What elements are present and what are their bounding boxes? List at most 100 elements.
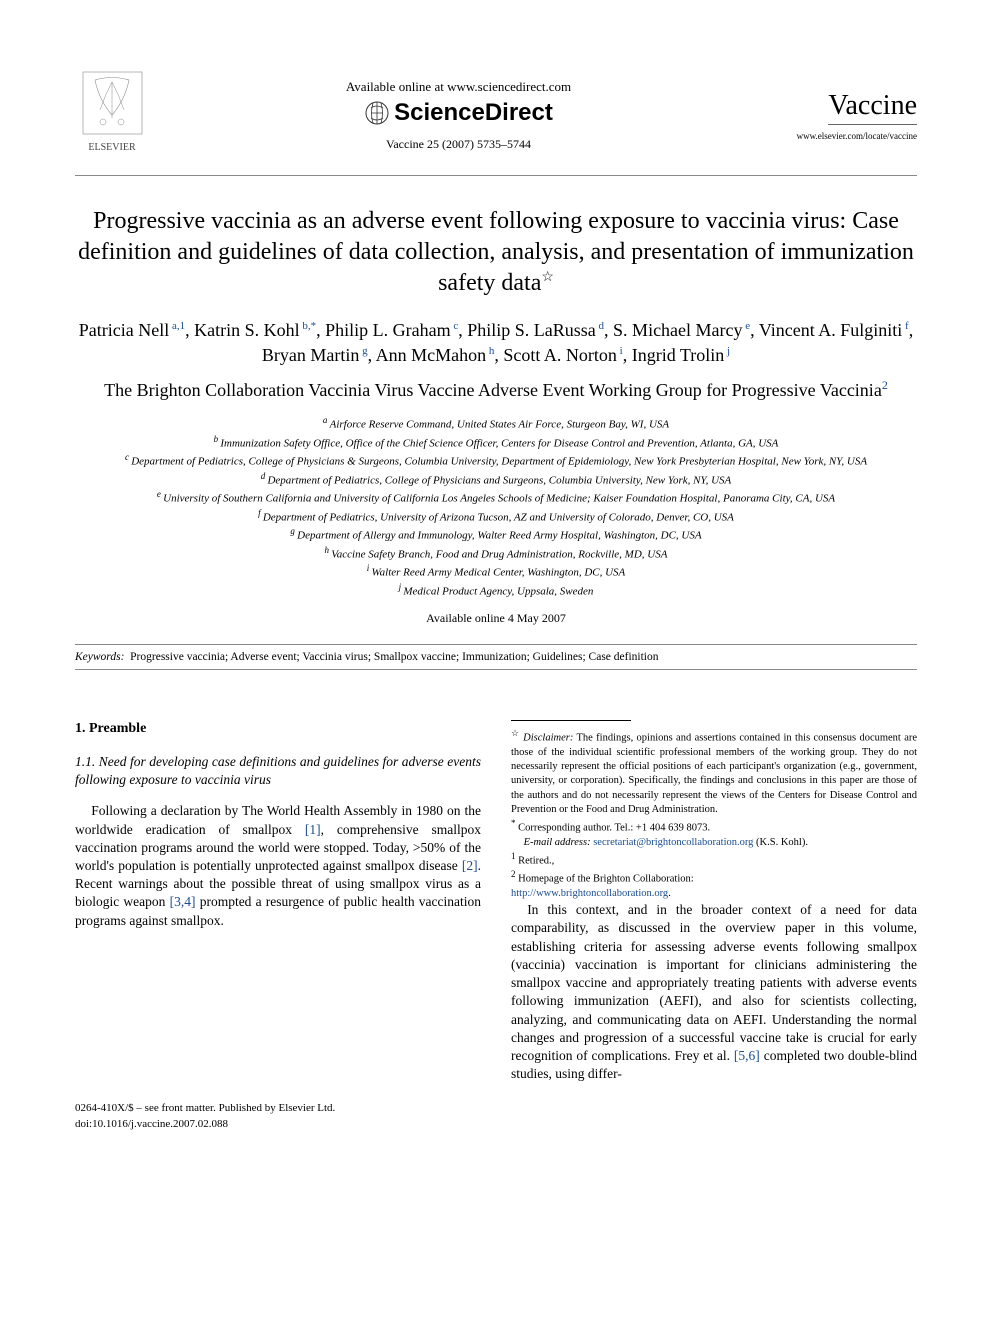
- affiliation-line: d Department of Pediatrics, College of P…: [75, 470, 917, 489]
- citation-1[interactable]: [1]: [305, 822, 321, 837]
- affiliation-line: e University of Southern California and …: [75, 488, 917, 507]
- author-name: Vincent A. Fulginiti: [759, 320, 902, 340]
- author-name: Ingrid Trolin: [632, 345, 725, 365]
- sciencedirect-text: ScienceDirect: [394, 99, 553, 127]
- footnote-email: E-mail address: secretariat@brightoncoll…: [511, 836, 917, 850]
- author-affiliation-sup: e: [743, 320, 751, 332]
- journal-name: Vaccine: [828, 90, 917, 125]
- para2-part-a: In this context, and in the broader cont…: [511, 902, 917, 1063]
- author-affiliation-sup: h: [486, 345, 494, 357]
- footnote-2-url: http://www.brightoncollaboration.org.: [511, 887, 917, 901]
- affiliation-text: Department of Pediatrics, College of Phy…: [267, 474, 731, 486]
- fn1-text: Retired.,: [516, 855, 555, 866]
- affiliation-text: Immunization Safety Office, Office of th…: [220, 437, 778, 449]
- author-affiliation-sup: b,*: [300, 320, 317, 332]
- email-person: (K.S. Kohl).: [753, 837, 808, 848]
- brighton-url[interactable]: http://www.brightoncollaboration.org: [511, 888, 668, 899]
- email-address[interactable]: secretariat@brightoncollaboration.org: [593, 837, 753, 848]
- header-divider: [75, 175, 917, 176]
- keywords-line: Keywords: Progressive vaccinia; Adverse …: [75, 651, 917, 663]
- sciencedirect-icon: [364, 100, 390, 126]
- disclaimer-label: Disclaimer:: [523, 733, 573, 744]
- article-title: Progressive vaccinia as an adverse event…: [75, 206, 917, 300]
- journal-logo-block: Vaccine www.elsevier.com/locate/vaccine: [767, 90, 917, 141]
- keywords-label: Keywords:: [75, 651, 124, 663]
- footnotes-divider: [511, 720, 631, 721]
- footnote-1: 1 Retired.,: [511, 850, 917, 869]
- page-header: ELSEVIER Available online at www.science…: [75, 70, 917, 160]
- affiliation-line: f Department of Pediatrics, University o…: [75, 507, 917, 526]
- page-footer: 0264-410X/$ – see front matter. Publishe…: [75, 1101, 917, 1132]
- affiliation-text: Medical Product Agency, Uppsala, Sweden: [403, 585, 593, 597]
- working-group: The Brighton Collaboration Vaccinia Viru…: [75, 378, 917, 402]
- author-list: Patricia Nell a,1, Katrin S. Kohl b,*, P…: [75, 318, 917, 368]
- available-online-date: Available online 4 May 2007: [75, 611, 917, 626]
- fn2-text: Homepage of the Brighton Collaboration:: [516, 874, 694, 885]
- author-name: Bryan Martin: [262, 345, 359, 365]
- author-affiliation-sup: j: [724, 345, 730, 357]
- affiliation-text: Department of Pediatrics, College of Phy…: [131, 456, 867, 468]
- affiliation-line: j Medical Product Agency, Uppsala, Swede…: [75, 581, 917, 600]
- affiliation-line: i Walter Reed Army Medical Center, Washi…: [75, 562, 917, 581]
- citation-5-6[interactable]: [5,6]: [734, 1048, 760, 1063]
- corr-text: Corresponding author. Tel.: +1 404 639 8…: [516, 822, 711, 833]
- paragraph-2: In this context, and in the broader cont…: [511, 901, 917, 1083]
- journal-reference: Vaccine 25 (2007) 5735–5744: [150, 137, 767, 152]
- affiliation-line: a Airforce Reserve Command, United State…: [75, 414, 917, 433]
- available-online-text: Available online at www.sciencedirect.co…: [150, 79, 767, 95]
- journal-url: www.elsevier.com/locate/vaccine: [767, 131, 917, 141]
- section-1-heading: 1. Preamble: [75, 720, 481, 739]
- affiliation-text: Walter Reed Army Medical Center, Washing…: [371, 567, 625, 579]
- author-affiliation-sup: d: [596, 320, 604, 332]
- title-footnote-star: ☆: [541, 270, 554, 285]
- citation-2[interactable]: [2]: [462, 858, 478, 873]
- footnotes-block: ☆ Disclaimer: The findings, opinions and…: [511, 727, 917, 901]
- elsevier-logo: ELSEVIER: [75, 70, 150, 160]
- author-name: Ann McMahon: [376, 345, 487, 365]
- footer-copyright: 0264-410X/$ – see front matter. Publishe…: [75, 1101, 917, 1116]
- affiliations: a Airforce Reserve Command, United State…: [75, 414, 917, 599]
- citation-3-4[interactable]: [3,4]: [170, 894, 196, 909]
- author-name: Philip S. LaRussa: [467, 320, 596, 340]
- keywords-top-rule: [75, 644, 917, 645]
- author-affiliation-sup: a,1: [169, 320, 185, 332]
- affiliation-text: University of Southern California and Un…: [163, 493, 835, 505]
- affiliation-text: Airforce Reserve Command, United States …: [330, 419, 670, 431]
- keywords-value: Progressive vaccinia; Adverse event; Vac…: [130, 651, 658, 663]
- affiliation-text: Vaccine Safety Branch, Food and Drug Adm…: [331, 548, 667, 560]
- email-label: E-mail address:: [524, 837, 591, 848]
- paragraph-1: Following a declaration by The World Hea…: [75, 802, 481, 930]
- author-name: Patricia Nell: [79, 320, 169, 340]
- affiliation-line: b Immunization Safety Office, Office of …: [75, 433, 917, 452]
- affiliation-line: g Department of Allergy and Immunology, …: [75, 525, 917, 544]
- author-name: S. Michael Marcy: [613, 320, 742, 340]
- elsevier-label-text: ELSEVIER: [88, 142, 136, 153]
- center-header: Available online at www.sciencedirect.co…: [150, 79, 767, 152]
- working-group-sup: 2: [882, 378, 888, 392]
- author-name: Katrin S. Kohl: [194, 320, 300, 340]
- footnote-2: 2 Homepage of the Brighton Collaboration…: [511, 868, 917, 887]
- keywords-bottom-rule: [75, 669, 917, 670]
- working-group-text: The Brighton Collaboration Vaccinia Viru…: [104, 380, 882, 400]
- affiliation-line: h Vaccine Safety Branch, Food and Drug A…: [75, 544, 917, 563]
- footnote-disclaimer: ☆ Disclaimer: The findings, opinions and…: [511, 727, 917, 817]
- section-1-1-heading: 1.1. Need for developing case definition…: [75, 753, 481, 788]
- author-affiliation-sup: g: [359, 345, 367, 357]
- disclaimer-star: ☆: [511, 728, 520, 738]
- author-affiliation-sup: i: [617, 345, 623, 357]
- author-affiliation-sup: f: [902, 320, 908, 332]
- footnote-corresponding: * Corresponding author. Tel.: +1 404 639…: [511, 817, 917, 836]
- article-body: 1. Preamble 1.1. Need for developing cas…: [75, 720, 917, 1083]
- affiliation-line: c Department of Pediatrics, College of P…: [75, 451, 917, 470]
- author-name: Scott A. Norton: [503, 345, 617, 365]
- title-text: Progressive vaccinia as an adverse event…: [78, 208, 914, 296]
- affiliation-text: Department of Allergy and Immunology, Wa…: [297, 530, 701, 542]
- footer-doi: doi:10.1016/j.vaccine.2007.02.088: [75, 1117, 917, 1132]
- sciencedirect-logo: ScienceDirect: [150, 99, 767, 127]
- affiliation-key: a: [323, 415, 330, 425]
- author-name: Philip L. Graham: [325, 320, 450, 340]
- affiliation-text: Department of Pediatrics, University of …: [263, 511, 734, 523]
- author-affiliation-sup: c: [451, 320, 459, 332]
- disclaimer-text: The findings, opinions and assertions co…: [511, 733, 917, 815]
- fn2-period: .: [668, 888, 671, 899]
